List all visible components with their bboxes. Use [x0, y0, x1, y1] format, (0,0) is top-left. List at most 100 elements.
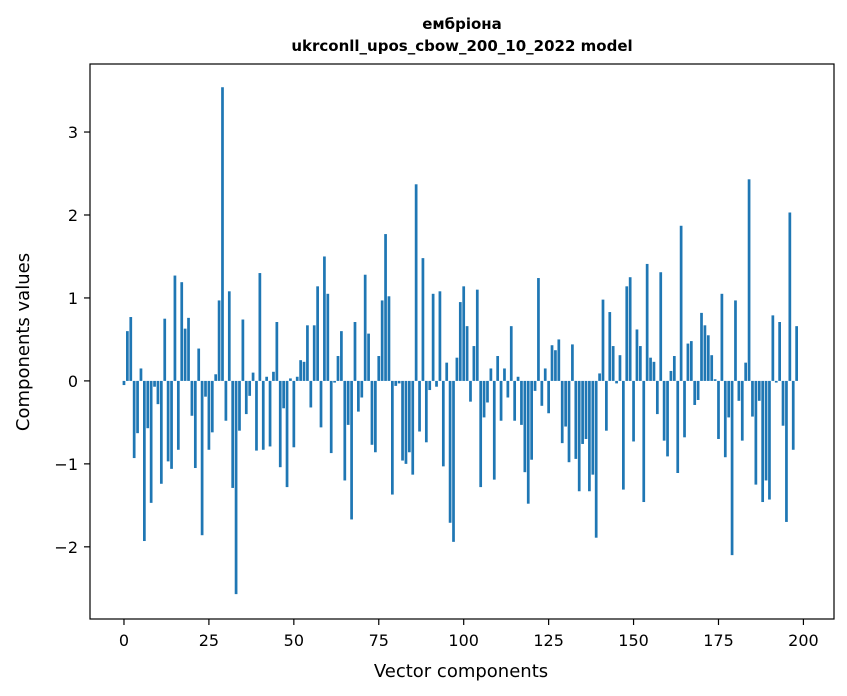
bar	[333, 380, 336, 383]
bar	[159, 380, 163, 484]
chart-title-line-1: ембріона	[422, 15, 502, 33]
bar	[761, 380, 765, 503]
bar	[357, 380, 360, 412]
bar	[639, 346, 642, 381]
bar	[336, 356, 340, 381]
y-axis-ticks: −2 −1 0 1 2 3	[54, 123, 90, 557]
bar	[740, 380, 744, 441]
bar	[207, 380, 211, 450]
bar	[628, 277, 632, 381]
bar	[384, 234, 387, 381]
bar	[323, 256, 326, 381]
bar	[272, 371, 275, 381]
bar	[764, 380, 768, 481]
y-tick-label: −1	[54, 455, 78, 474]
bar	[289, 378, 292, 381]
bar	[458, 302, 462, 381]
x-tick-label: 150	[618, 631, 649, 650]
bar	[343, 380, 347, 481]
bar	[482, 380, 486, 418]
x-axis-ticks: 0 25 50 75 100 125 150 175 200	[119, 619, 819, 650]
bar	[156, 380, 160, 405]
bar	[448, 380, 452, 523]
bar	[401, 380, 404, 461]
bar	[418, 380, 421, 432]
bar	[598, 373, 601, 381]
bar	[377, 356, 381, 381]
y-tick-label: −2	[54, 538, 78, 557]
bar	[350, 380, 353, 520]
bar	[187, 317, 190, 381]
bar	[421, 258, 425, 381]
bar	[530, 380, 533, 460]
x-tick-label: 175	[703, 631, 734, 650]
bar	[319, 380, 323, 428]
bar	[166, 380, 170, 462]
bar	[153, 380, 156, 387]
bar	[754, 380, 758, 485]
bar	[285, 380, 289, 488]
bar	[455, 357, 459, 381]
bar	[652, 361, 656, 381]
bar	[509, 326, 513, 381]
bar	[475, 289, 479, 381]
bar	[713, 379, 717, 381]
bar	[251, 372, 255, 381]
bar	[744, 362, 748, 381]
bar	[795, 326, 798, 381]
bar	[771, 315, 775, 381]
bar	[231, 380, 235, 488]
x-tick-label: 75	[369, 631, 389, 650]
x-tick-label: 50	[284, 631, 304, 650]
bar	[632, 380, 635, 442]
x-tick-label: 0	[119, 631, 129, 650]
bar	[615, 380, 618, 384]
bar	[655, 380, 659, 415]
bar	[516, 376, 520, 381]
bar	[306, 325, 309, 381]
bar	[594, 380, 598, 538]
bar	[404, 380, 408, 464]
bar	[560, 380, 564, 444]
bar	[543, 368, 547, 381]
chart-title-line-2: ukrconll_upos_cbow_200_10_2022 model	[291, 37, 632, 55]
bar	[696, 380, 700, 400]
bar	[622, 380, 625, 490]
bar	[472, 346, 476, 381]
bar	[316, 286, 319, 381]
bar	[122, 380, 126, 386]
bar	[173, 275, 177, 381]
y-tick-label: 0	[68, 372, 78, 391]
bar	[176, 380, 180, 450]
bar	[170, 380, 173, 469]
bar	[210, 380, 214, 433]
bar	[669, 370, 673, 381]
bar	[367, 333, 370, 381]
bar	[689, 341, 693, 381]
bar	[391, 380, 394, 495]
bar	[200, 380, 204, 536]
bar	[302, 361, 306, 381]
bar	[788, 212, 792, 381]
bar	[224, 380, 228, 421]
bar	[649, 357, 652, 381]
bar	[523, 380, 527, 473]
x-axis-label: Vector components	[374, 661, 548, 682]
bar	[737, 380, 741, 401]
bar	[258, 273, 262, 381]
bar	[591, 380, 595, 475]
bar	[734, 300, 737, 381]
bar	[180, 282, 184, 381]
bar	[340, 331, 343, 381]
bar	[346, 380, 350, 425]
bar	[397, 380, 401, 384]
bar	[584, 380, 588, 439]
bar	[618, 355, 622, 381]
bar	[441, 380, 445, 467]
bar	[489, 368, 493, 381]
bar	[407, 380, 411, 453]
bar	[666, 380, 669, 457]
bar	[445, 362, 449, 381]
bar	[513, 380, 517, 421]
